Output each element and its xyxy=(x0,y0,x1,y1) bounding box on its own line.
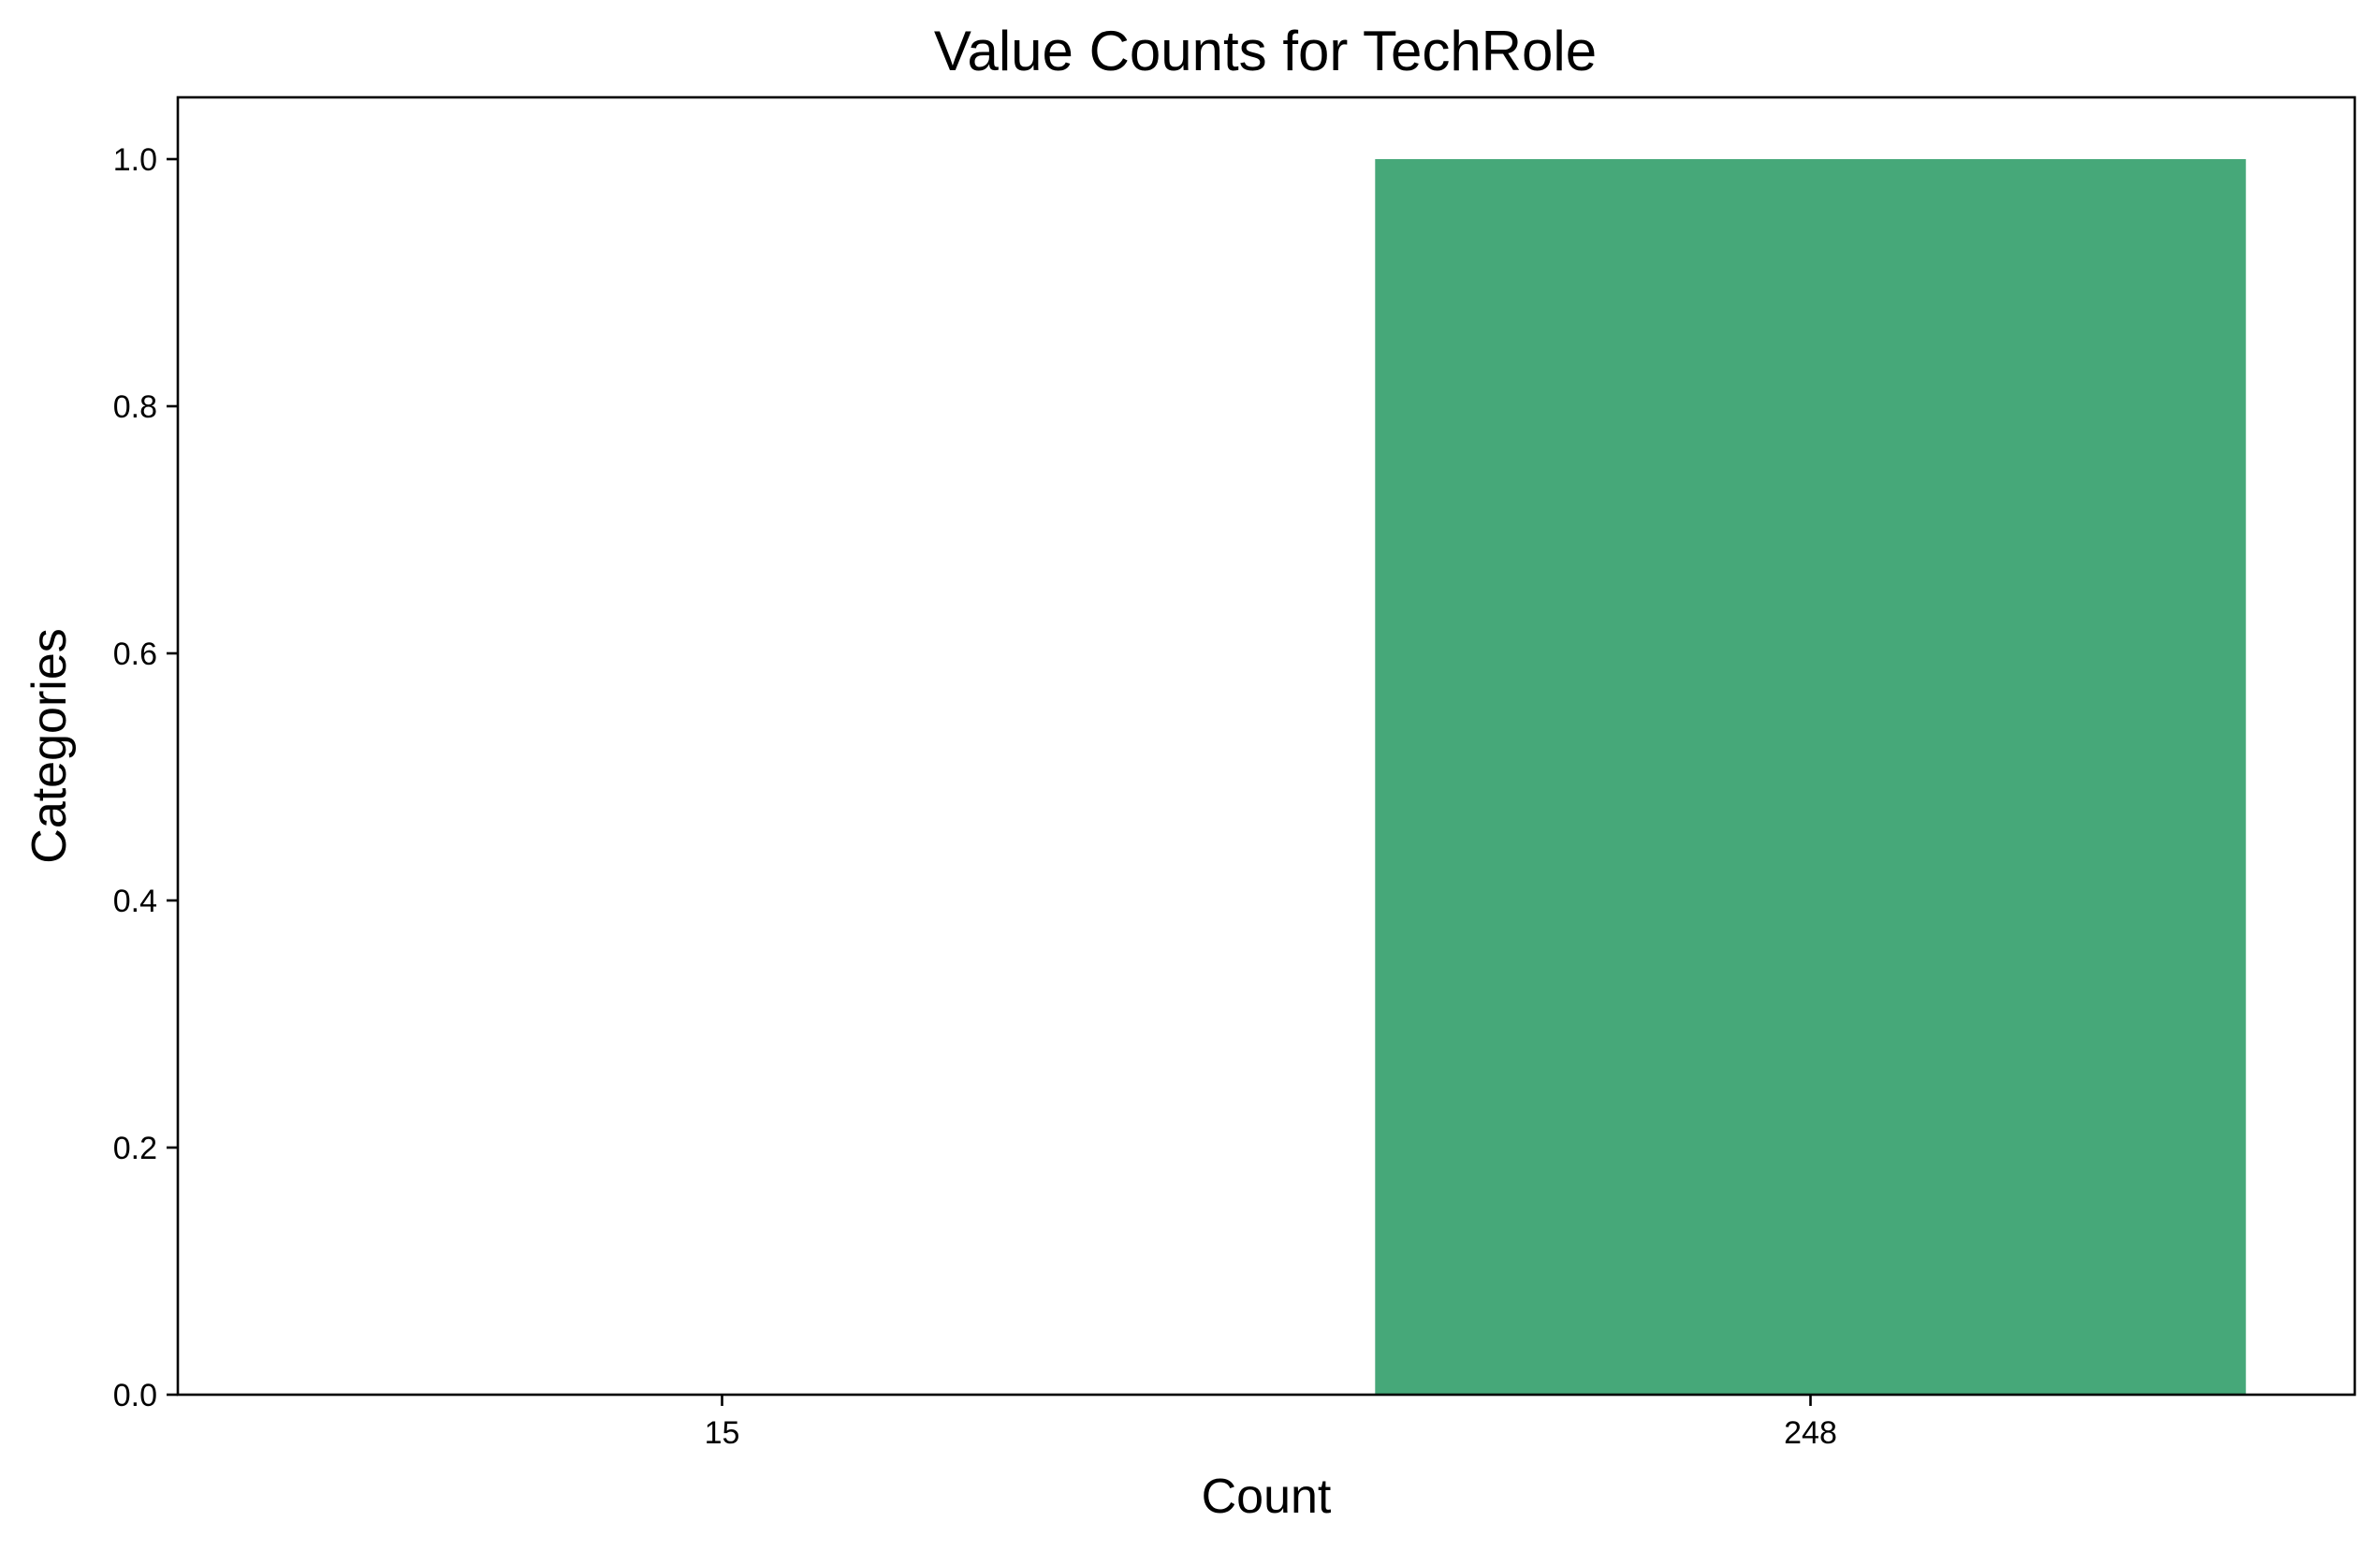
y-tick-label: 0.2 xyxy=(113,1131,157,1166)
y-tick-label: 0.4 xyxy=(113,884,157,919)
y-axis: 0.0 0.2 0.4 0.6 0.8 1.0 xyxy=(113,142,178,1413)
plot-area xyxy=(1375,159,2246,1395)
y-tick-label: 0.8 xyxy=(113,389,157,425)
chart-title: Value Counts for TechRole xyxy=(934,20,1597,82)
bar-248 xyxy=(1375,159,2246,1395)
x-tick-label: 15 xyxy=(705,1415,740,1451)
y-tick-label: 1.0 xyxy=(113,142,157,178)
x-tick-label: 248 xyxy=(1784,1415,1837,1451)
x-axis-label: Count xyxy=(1202,1470,1332,1524)
plot-frame xyxy=(176,95,2357,1397)
y-tick-label: 0.6 xyxy=(113,636,157,672)
x-axis: 15 248 xyxy=(705,1395,1837,1451)
y-axis-label: Categories xyxy=(22,628,77,863)
y-tick-label: 0.0 xyxy=(113,1378,157,1413)
